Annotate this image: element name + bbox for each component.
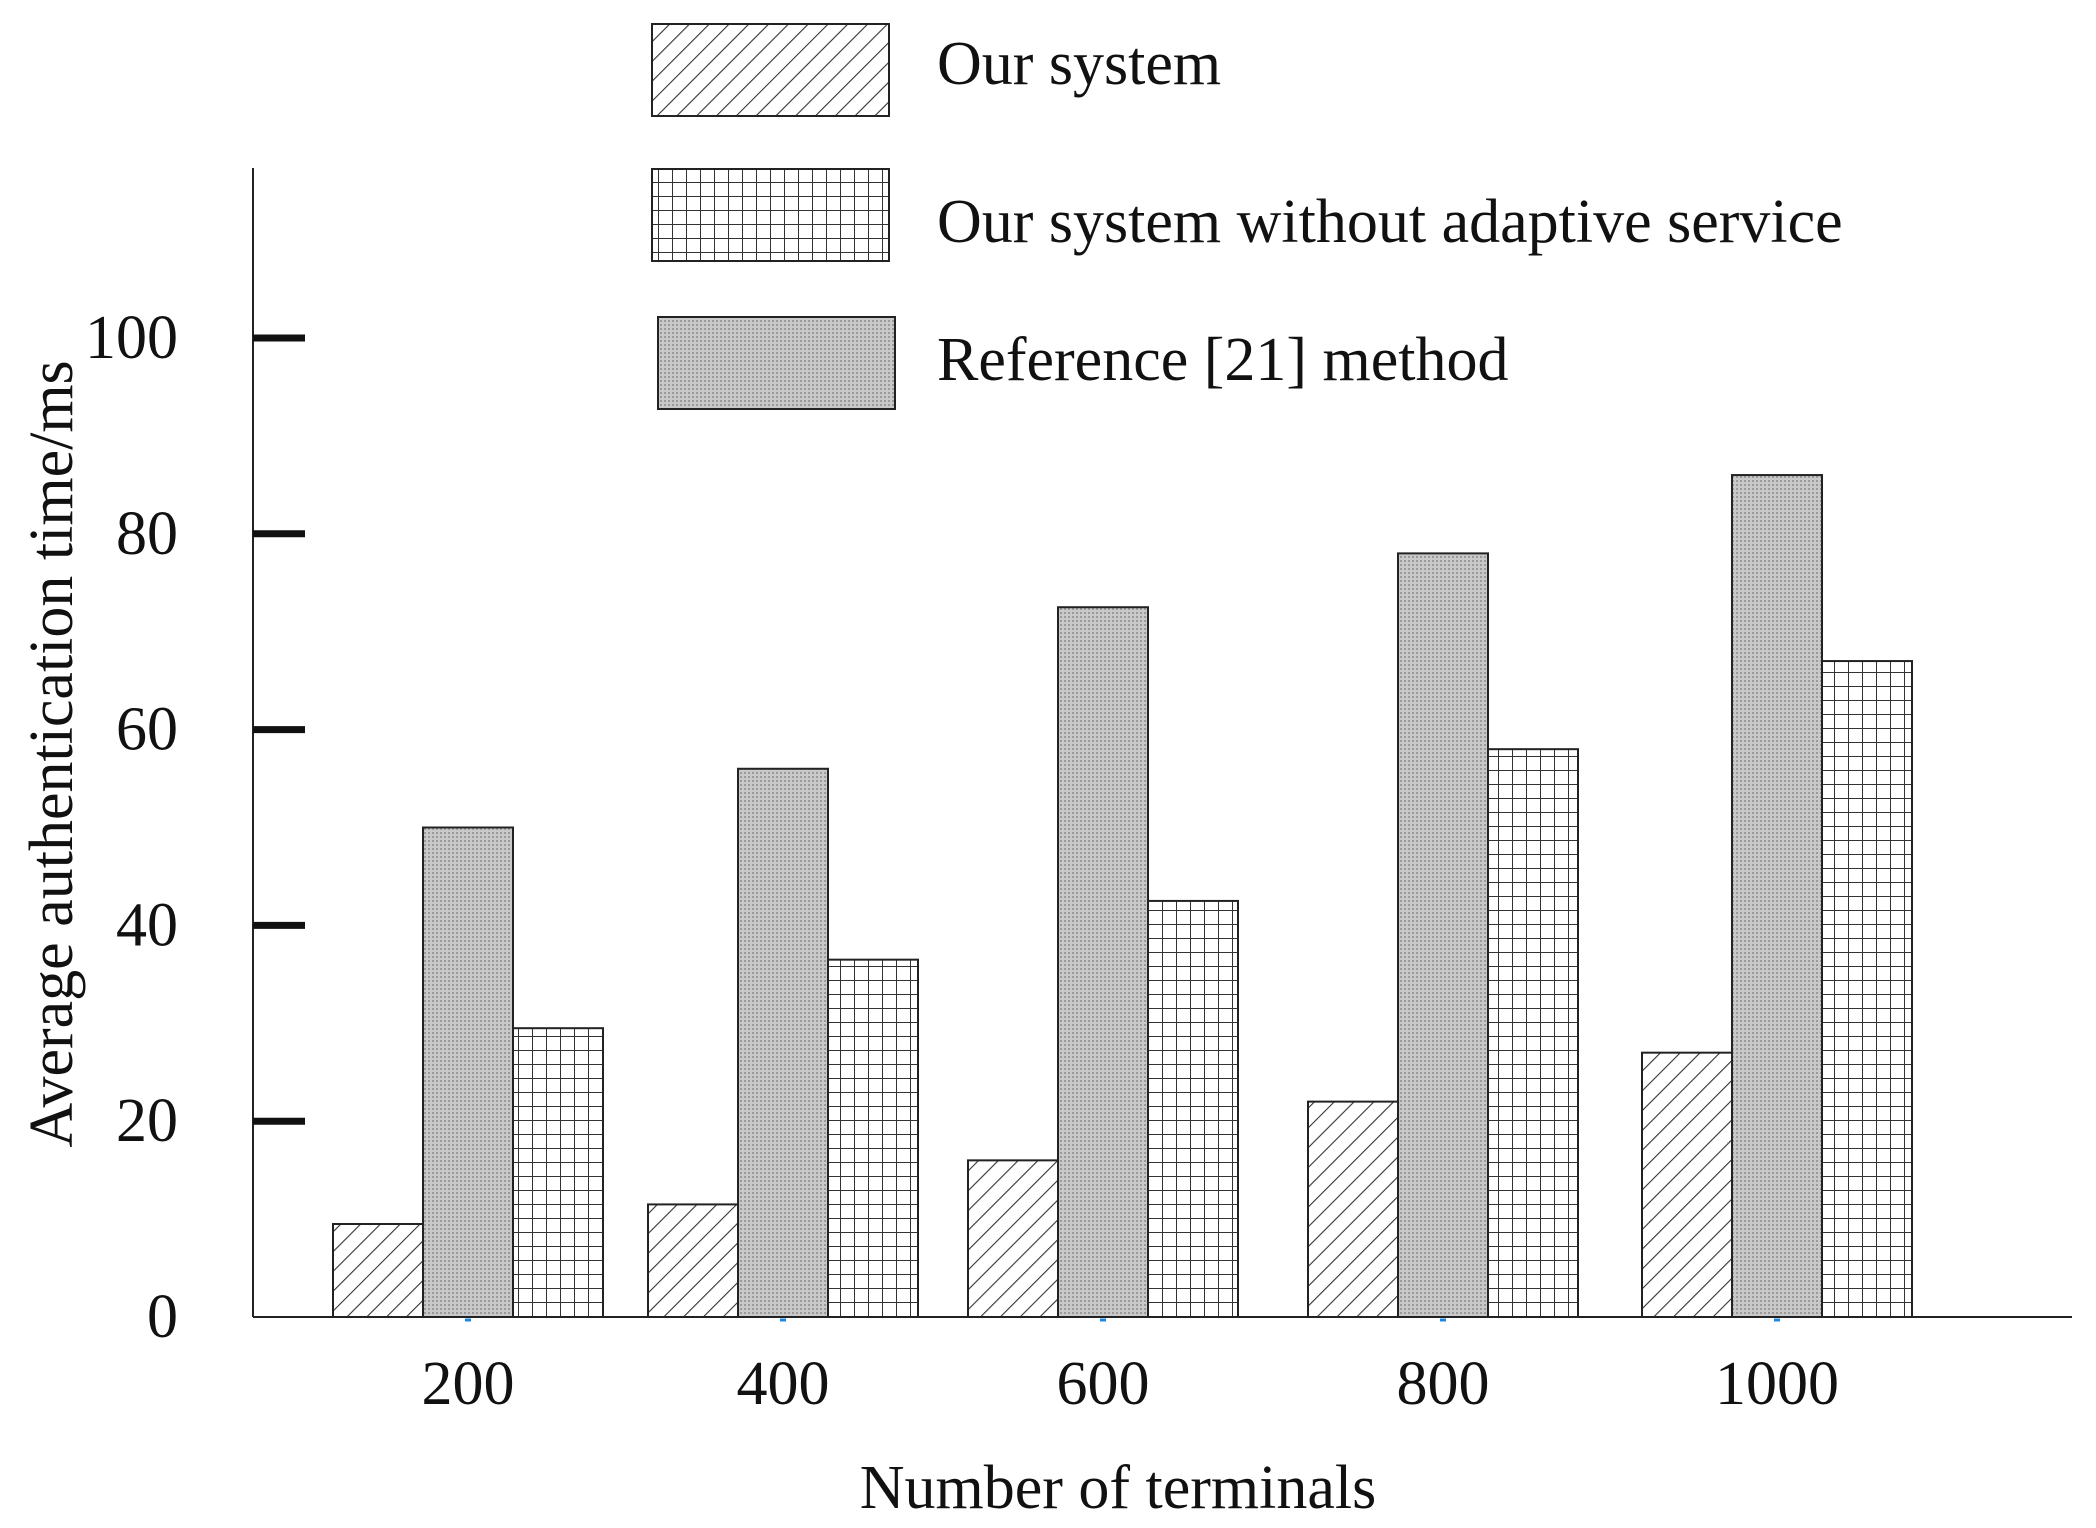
bar-reference-21-method-400 (737, 767, 829, 1318)
y-tick-label-40: 40 (116, 891, 178, 959)
bar-reference-21-method-200 (422, 826, 514, 1318)
bar-reference-21-method-600 (1057, 606, 1149, 1318)
x-axis-title: Number of terminals (860, 1454, 1377, 1522)
y-tick-label-20: 20 (116, 1087, 178, 1155)
bar-our-system-800 (1307, 1100, 1399, 1318)
bar-reference-21-method-800 (1397, 552, 1489, 1318)
bar-our-system-without-adaptive-service-200 (512, 1027, 604, 1318)
y-tick-label-0: 0 (147, 1283, 178, 1351)
x-tick-label-600: 600 (1057, 1350, 1150, 1418)
x-tick-label-200: 200 (422, 1350, 515, 1418)
bar-our-system-600 (967, 1159, 1059, 1318)
x-tick-label-1000: 1000 (1715, 1350, 1839, 1418)
legend-label-our-system-without-adaptive-service: Our system without adaptive service (937, 188, 1843, 256)
legend-swatch-our-system-without-adaptive-service (651, 168, 890, 262)
legend-label-our-system: Our system (937, 30, 1221, 98)
y-tick-label-100: 100 (85, 304, 178, 372)
bar-our-system-1000 (1641, 1051, 1733, 1319)
bar-our-system-without-adaptive-service-600 (1147, 899, 1239, 1318)
legend-swatch-our-system (651, 23, 890, 117)
y-tick-label-60: 60 (116, 696, 178, 764)
bar-reference-21-method-1000 (1731, 474, 1823, 1318)
axis-labels: 0 20 40 60 80 100 200 400 600 800 1000 Number of te… (18, 304, 1839, 1522)
x-tick-label-400: 400 (737, 1350, 830, 1418)
bar-our-system-400 (647, 1203, 739, 1319)
y-tick-label-80: 80 (116, 500, 178, 568)
bars (332, 474, 1913, 1319)
bar-our-system-without-adaptive-service-800 (1487, 748, 1579, 1318)
legend-label-reference-21-method: Reference [21] method (937, 326, 1509, 394)
legend: Our system Our system without adaptive se… (651, 23, 1843, 410)
bar-our-system-without-adaptive-service-400 (827, 958, 919, 1318)
bar-our-system-200 (332, 1222, 424, 1318)
legend-swatch-reference-21-method (657, 316, 896, 410)
x-tick-label-800: 800 (1397, 1350, 1490, 1418)
y-axis-title: Average authentication time/ms (18, 360, 86, 1147)
bar-our-system-without-adaptive-service-1000 (1821, 660, 1913, 1318)
